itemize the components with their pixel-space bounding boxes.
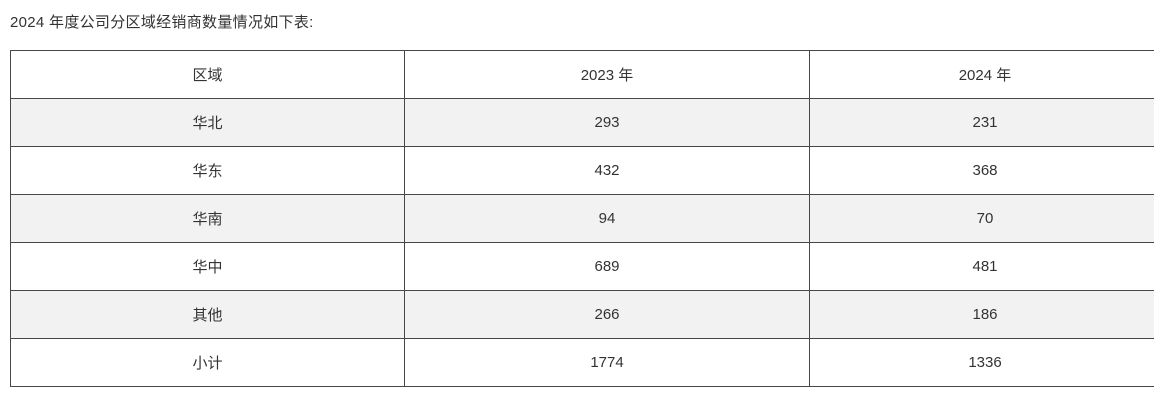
column-header-2024: 2024 年 [809, 50, 1154, 99]
value-2023-cell: 432 [404, 146, 810, 195]
region-cell: 其他 [10, 290, 405, 339]
table-header-row: 区域 2023 年 2024 年 [10, 50, 1154, 99]
table-row: 华南 94 70 [10, 194, 1154, 243]
dealer-region-table: 区域 2023 年 2024 年 华北 293 231 华东 432 368 华… [10, 50, 1154, 387]
value-2024-cell: 368 [809, 146, 1154, 195]
column-header-region: 区域 [10, 50, 405, 99]
region-cell: 华中 [10, 242, 405, 291]
value-2024-cell: 231 [809, 98, 1154, 147]
value-2023-cell: 293 [404, 98, 810, 147]
column-header-2023: 2023 年 [404, 50, 810, 99]
value-2023-cell: 94 [404, 194, 810, 243]
table-row: 华东 432 368 [10, 146, 1154, 195]
region-cell: 华北 [10, 98, 405, 147]
table-row: 华北 293 231 [10, 98, 1154, 147]
value-2024-cell: 186 [809, 290, 1154, 339]
table-row: 其他 266 186 [10, 290, 1154, 339]
region-cell: 华东 [10, 146, 405, 195]
table-row: 华中 689 481 [10, 242, 1154, 291]
value-2023-cell: 1774 [404, 338, 810, 387]
value-2024-cell: 481 [809, 242, 1154, 291]
value-2024-cell: 1336 [809, 338, 1154, 387]
region-cell: 小计 [10, 338, 405, 387]
region-cell: 华南 [10, 194, 405, 243]
table-row: 小计 1774 1336 [10, 338, 1154, 387]
value-2023-cell: 689 [404, 242, 810, 291]
page-title: 2024 年度公司分区域经销商数量情况如下表: [10, 14, 314, 31]
value-2024-cell: 70 [809, 194, 1154, 243]
value-2023-cell: 266 [404, 290, 810, 339]
